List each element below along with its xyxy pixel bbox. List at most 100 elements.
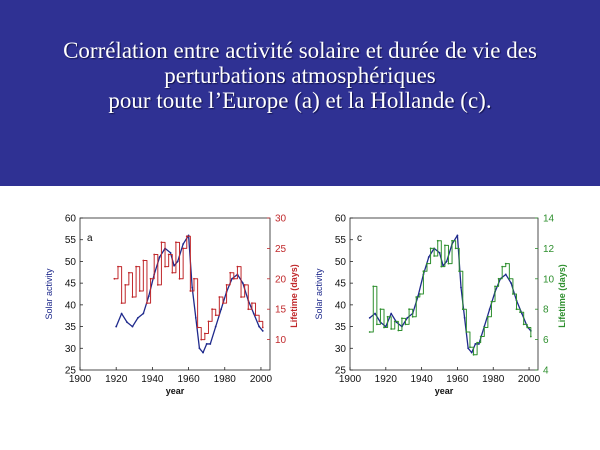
data-point-lifetime	[494, 285, 496, 288]
y-left-tick-label: 40	[335, 300, 347, 311]
data-point-solar-activity	[205, 343, 208, 345]
x-tick-label: 1920	[105, 374, 128, 385]
data-point-solar-activity	[176, 260, 179, 263]
data-point-lifetime	[472, 353, 475, 356]
data-point-lifetime	[124, 283, 127, 286]
data-point-lifetime	[182, 247, 185, 250]
x-tick-label: 2000	[250, 374, 273, 385]
data-point-solar-activity	[252, 312, 255, 315]
data-point-lifetime	[207, 320, 210, 323]
data-point-lifetime	[458, 270, 461, 273]
data-point-lifetime	[120, 302, 123, 305]
data-point-solar-activity	[467, 347, 470, 350]
series-line-lifetime	[369, 240, 532, 356]
data-point-lifetime	[447, 262, 450, 265]
data-point-solar-activity	[474, 343, 477, 345]
data-point-lifetime	[196, 326, 199, 329]
data-point-lifetime	[512, 293, 514, 295]
data-point-lifetime	[408, 308, 410, 311]
y-left-tick-label: 30	[335, 344, 347, 355]
y-right-axis-label: Lifetime (days)	[289, 264, 299, 328]
data-point-solar-activity	[445, 260, 448, 263]
y-left-tick-label: 30	[65, 344, 77, 355]
data-point-solar-activity	[202, 351, 204, 354]
data-point-lifetime	[243, 283, 246, 286]
y-left-tick-label: 25	[335, 366, 347, 377]
data-point-lifetime	[200, 338, 203, 341]
data-point-lifetime	[501, 265, 504, 268]
data-point-solar-activity	[198, 347, 201, 350]
data-point-lifetime	[193, 277, 195, 280]
data-point-lifetime	[156, 283, 159, 286]
data-point-lifetime	[218, 296, 221, 298]
slide-title-line-2: perturbations atmosphériques	[164, 63, 436, 88]
data-point-solar-activity	[504, 273, 507, 276]
data-point-lifetime	[454, 247, 457, 250]
x-tick-label: 1980	[482, 374, 505, 385]
data-point-solar-activity	[390, 312, 393, 315]
data-point-lifetime	[368, 331, 371, 333]
data-point-lifetime	[476, 341, 479, 344]
y-left-tick-label: 55	[65, 235, 77, 246]
y-right-tick-label: 25	[275, 244, 287, 255]
plot-frame	[349, 217, 539, 371]
data-point-lifetime	[479, 335, 482, 338]
data-point-solar-activity	[261, 330, 264, 332]
data-point-solar-activity	[374, 312, 376, 315]
data-point-lifetime	[164, 265, 166, 268]
data-point-lifetime	[138, 290, 141, 292]
data-point-lifetime	[171, 271, 174, 274]
data-point-lifetime	[383, 326, 385, 329]
data-point-lifetime	[529, 335, 532, 338]
data-point-solar-activity	[115, 325, 118, 328]
data-point-lifetime	[429, 247, 432, 250]
y-right-tick-label: 6	[543, 335, 549, 346]
data-point-lifetime	[135, 265, 137, 268]
data-point-lifetime	[465, 331, 468, 333]
data-point-lifetime	[519, 311, 521, 314]
data-point-lifetime	[411, 315, 414, 318]
data-point-lifetime	[426, 262, 428, 265]
data-point-solar-activity	[120, 312, 123, 315]
y-left-axis-label: Solar activity	[44, 268, 54, 320]
data-point-solar-activity	[142, 312, 145, 315]
y-right-tick-label: 4	[543, 366, 549, 377]
data-point-lifetime	[203, 332, 206, 335]
slide-title-line-1: Corrélation entre activité solaire et du…	[63, 38, 537, 63]
data-point-lifetime	[222, 302, 224, 305]
x-tick-label: 1980	[214, 374, 237, 385]
data-point-solar-activity	[147, 295, 150, 298]
data-point-lifetime	[415, 296, 418, 298]
data-point-lifetime	[189, 290, 192, 292]
data-point-lifetime	[504, 262, 507, 265]
data-point-lifetime	[469, 346, 471, 349]
data-point-lifetime	[433, 255, 436, 257]
data-point-lifetime	[251, 302, 253, 305]
data-point-lifetime	[390, 328, 393, 330]
panel-label: c	[357, 233, 362, 244]
data-point-solar-activity	[460, 286, 462, 289]
data-point-solar-activity	[194, 316, 197, 319]
data-point-solar-activity	[241, 282, 244, 285]
data-point-lifetime	[225, 283, 228, 286]
data-point-lifetime	[149, 277, 152, 280]
y-left-tick-label: 55	[335, 235, 347, 246]
series-line-lifetime	[114, 235, 264, 341]
x-tick-label: 1900	[69, 374, 92, 385]
data-point-solar-activity	[158, 256, 161, 258]
y-left-tick-label: 50	[65, 257, 77, 268]
data-point-lifetime	[185, 235, 188, 238]
data-point-solar-activity	[231, 277, 233, 280]
y-right-axis-label: Lifetime (days)	[557, 264, 567, 328]
panel-label: a	[87, 233, 93, 244]
slide-title-line-3: pour toute l’Europe (a) et la Hollande (…	[108, 88, 492, 113]
data-point-lifetime	[379, 308, 382, 311]
chart-panel-c: 1900 1920 1940 1960 1980 2000 25 30 35 40 45 50 55 60…	[314, 214, 567, 397]
x-tick-label: 1900	[339, 374, 362, 385]
data-point-lifetime	[142, 259, 145, 262]
y-right-tick-label: 30	[275, 214, 287, 225]
data-point-solar-activity	[131, 325, 134, 328]
data-point-lifetime	[404, 323, 407, 326]
data-point-lifetime	[236, 265, 239, 268]
data-point-solar-activity	[173, 264, 175, 267]
